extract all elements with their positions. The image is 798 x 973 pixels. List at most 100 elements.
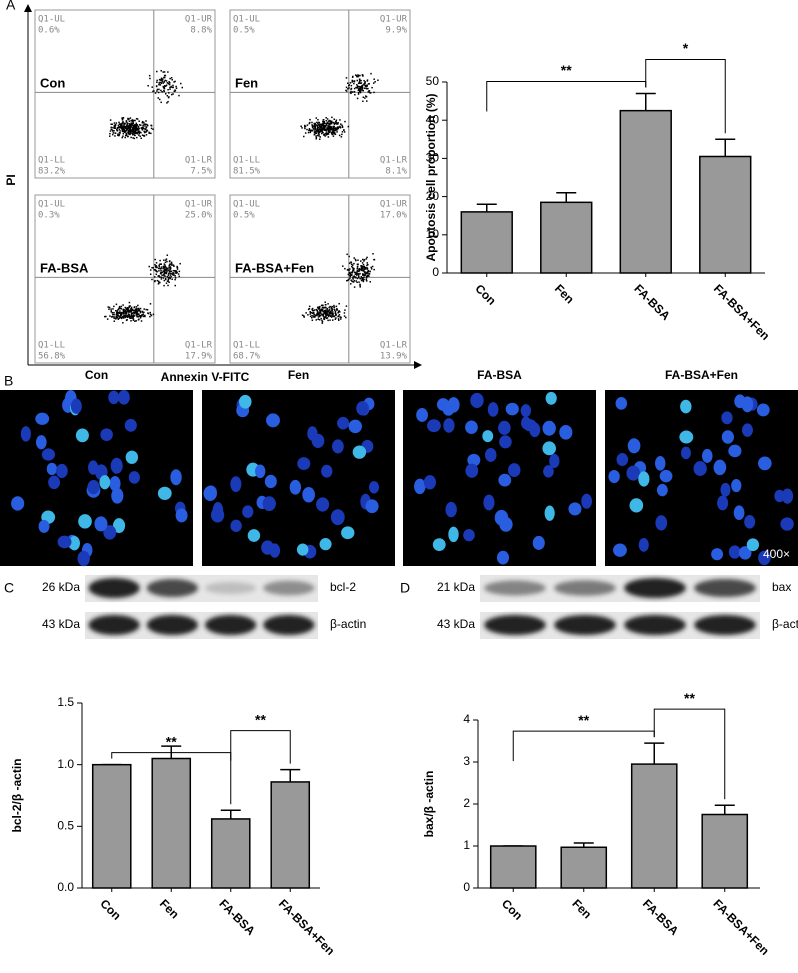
event-dot xyxy=(334,312,337,314)
event-dot xyxy=(119,126,121,128)
event-dot xyxy=(168,260,171,262)
event-dot xyxy=(361,74,364,76)
event-dot xyxy=(351,265,353,268)
band xyxy=(146,579,199,597)
event-dot xyxy=(123,122,126,125)
event-dot xyxy=(145,123,147,126)
event-dot xyxy=(131,315,134,318)
event-dot xyxy=(303,135,305,138)
event-dot xyxy=(316,121,318,124)
event-dot xyxy=(368,273,371,275)
event-dot xyxy=(132,124,135,127)
event-dot xyxy=(314,132,316,135)
event-dot xyxy=(133,127,136,129)
event-dot xyxy=(167,276,170,279)
event-dot xyxy=(331,305,333,308)
event-dot xyxy=(138,120,140,122)
nucleus xyxy=(542,441,556,456)
event-dot xyxy=(124,310,127,313)
event-dot xyxy=(149,311,151,314)
event-dot xyxy=(126,123,128,126)
event-dot xyxy=(135,309,138,312)
nucleus xyxy=(680,399,692,414)
event-dot xyxy=(120,312,123,315)
event-dot xyxy=(122,122,124,124)
event-dot xyxy=(161,80,164,83)
event-dot xyxy=(148,74,151,77)
event-dot xyxy=(125,129,127,132)
event-dot xyxy=(349,273,352,276)
nucleus xyxy=(289,479,302,495)
event-dot xyxy=(363,83,365,86)
nucleus xyxy=(297,457,311,471)
event-dot xyxy=(178,275,180,278)
event-dot xyxy=(134,134,136,137)
nucleus xyxy=(57,535,72,549)
quadrant-pct: 8.1% xyxy=(385,167,407,177)
nucleus xyxy=(680,446,691,460)
event-dot xyxy=(170,261,173,264)
quadrant-name: Q1-LR xyxy=(380,341,408,351)
event-dot xyxy=(165,282,168,284)
event-dot xyxy=(143,308,145,310)
event-dot xyxy=(138,309,141,311)
event-dot xyxy=(351,274,353,276)
event-dot xyxy=(371,265,374,268)
event-dot xyxy=(165,278,167,281)
event-dot xyxy=(130,314,133,316)
event-dot xyxy=(328,311,331,314)
event-dot xyxy=(368,275,370,277)
event-dot xyxy=(311,121,313,124)
event-dot xyxy=(168,264,171,266)
event-dot xyxy=(361,262,364,264)
event-dot xyxy=(322,128,325,131)
event-dot xyxy=(118,133,121,136)
event-dot xyxy=(323,120,325,123)
event-dot xyxy=(172,93,174,95)
event-dot xyxy=(119,316,121,318)
event-dot xyxy=(176,266,178,269)
event-dot xyxy=(163,279,166,282)
quadrant-pct: 56.8% xyxy=(38,352,66,362)
event-dot xyxy=(175,85,177,88)
event-dot xyxy=(317,125,319,127)
event-dot xyxy=(329,128,332,130)
event-dot xyxy=(356,97,359,100)
event-dot xyxy=(359,284,361,287)
event-dot xyxy=(323,311,326,314)
event-dot xyxy=(142,315,145,318)
event-dot xyxy=(118,315,120,317)
nucleus xyxy=(679,430,694,444)
event-dot xyxy=(352,269,355,272)
event-dot xyxy=(318,318,321,321)
event-dot xyxy=(129,117,132,119)
nucleus xyxy=(742,423,753,437)
event-dot xyxy=(370,268,373,270)
nucleus xyxy=(520,404,532,418)
event-dot xyxy=(121,119,124,121)
nucleus xyxy=(87,479,100,495)
event-dot xyxy=(303,316,305,318)
event-dot xyxy=(167,100,169,103)
event-dot xyxy=(363,278,365,281)
event-dot xyxy=(145,130,147,133)
event-dot xyxy=(106,318,109,320)
event-dot xyxy=(118,305,121,308)
event-dot xyxy=(128,128,131,131)
event-dot xyxy=(367,274,369,277)
plot-frame xyxy=(34,9,216,179)
event-dot xyxy=(357,93,360,95)
event-dot xyxy=(127,315,129,317)
event-dot xyxy=(120,315,122,317)
event-dot xyxy=(112,126,114,129)
event-dot xyxy=(127,135,129,138)
event-dot xyxy=(309,130,312,132)
nucleus xyxy=(616,453,629,466)
nucleus xyxy=(721,411,733,425)
event-dot xyxy=(136,136,138,139)
event-dot xyxy=(157,283,160,285)
event-dot xyxy=(127,126,130,129)
event-dot xyxy=(315,135,317,137)
event-dot xyxy=(160,263,162,265)
event-dot xyxy=(332,315,334,318)
